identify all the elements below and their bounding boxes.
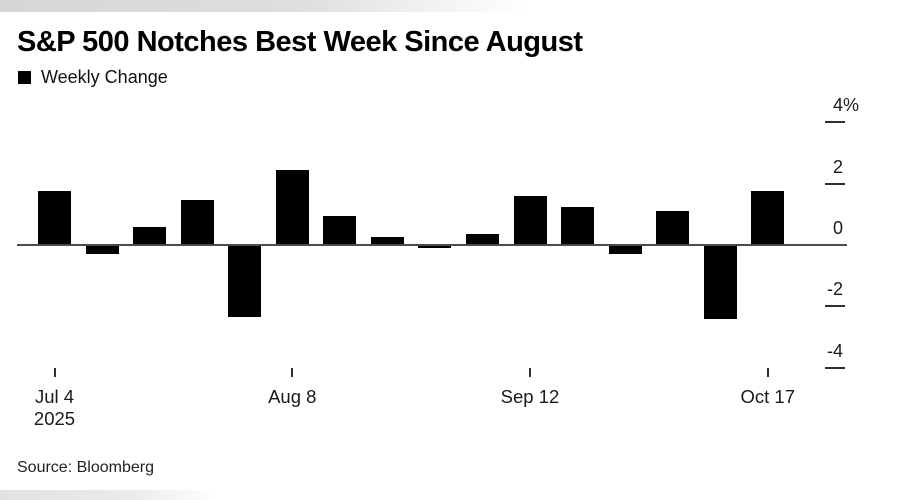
bar-jul-18	[133, 226, 167, 245]
y-axis-tick-label: 0	[833, 218, 844, 238]
legend: Weekly Change	[18, 68, 168, 86]
x-axis-tick-label: Oct 17	[741, 386, 796, 408]
bar-aug-15	[323, 215, 357, 245]
x-axis-tick-label-line: Sep 12	[500, 386, 560, 407]
bar-oct-3	[656, 211, 690, 245]
y-axis-tick-dash	[825, 366, 845, 369]
bar-oct-17	[751, 191, 785, 245]
x-axis-tick-label: Sep 12	[501, 386, 560, 408]
x-axis-tick-label-line: 2025	[33, 408, 76, 429]
x-axis-tick-label: Aug 8	[268, 386, 316, 408]
bar-sep-12	[513, 195, 547, 245]
x-axis-tick-label-line: Jul 4	[34, 386, 75, 407]
bar-sep-26	[608, 245, 642, 255]
x-axis-tick-label: Jul 4 2025	[34, 386, 75, 430]
bar-aug-8	[275, 169, 309, 245]
bar-aug-1	[228, 245, 262, 318]
legend-swatch-icon	[18, 70, 31, 84]
y-axis-tick-label: -2	[827, 279, 844, 300]
y-axis-tick-dash	[825, 182, 845, 185]
zero-axis-line	[17, 244, 847, 246]
bar-oct-10	[703, 245, 737, 319]
x-axis-tick-dash	[766, 368, 769, 377]
y-axis-tick-dash	[825, 305, 845, 308]
bar-jul-11	[85, 245, 119, 255]
y-axis-tick-dash	[825, 121, 845, 124]
bar-aug-29	[418, 245, 452, 249]
chart-title: S&P 500 Notches Best Week Since August	[17, 26, 583, 58]
x-axis-tick-dash	[53, 368, 56, 377]
source-note: Source: Bloomberg	[17, 459, 154, 476]
bar-aug-22	[370, 237, 404, 245]
bar-sep-5	[465, 234, 499, 245]
y-axis-tick-label: -4	[827, 340, 844, 361]
x-axis-tick-label-line: Aug 8	[268, 386, 317, 407]
y-axis-tick-label: 4%	[833, 95, 860, 116]
bar-jul-4	[38, 191, 71, 245]
legend-label: Weekly Change	[41, 67, 168, 87]
bottom-gradient-strip	[0, 490, 230, 500]
bar-sep-19	[561, 206, 595, 245]
x-axis-tick-dash	[291, 368, 294, 377]
x-axis-tick-dash	[529, 368, 531, 377]
top-gradient-strip	[0, 0, 660, 12]
bar-jul-25	[180, 200, 214, 245]
y-axis-tick-label: 2	[833, 156, 844, 177]
x-axis-tick-label-line: Oct 17	[740, 386, 796, 407]
